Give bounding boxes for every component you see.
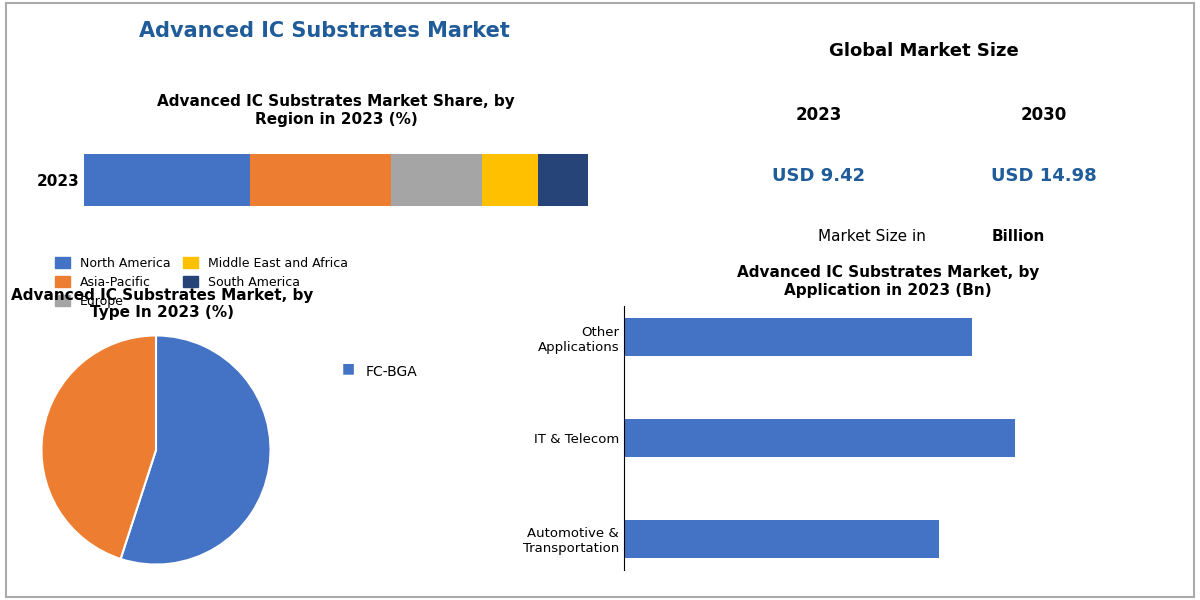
Bar — [624, 318, 972, 356]
Text: ■: ■ — [342, 361, 355, 375]
Bar — [624, 419, 1015, 457]
Title: Advanced IC Substrates Market Share, by
Region in 2023 (%): Advanced IC Substrates Market Share, by … — [157, 94, 515, 127]
Bar — [391, 154, 482, 206]
Bar — [84, 154, 251, 206]
Text: USD 14.98: USD 14.98 — [991, 167, 1097, 185]
Wedge shape — [121, 335, 270, 565]
Bar — [482, 154, 538, 206]
Text: FC-BGA: FC-BGA — [366, 365, 418, 379]
Text: Advanced IC Substrates Market, by
Type In 2023 (%): Advanced IC Substrates Market, by Type I… — [11, 288, 313, 320]
Text: 2023: 2023 — [796, 106, 841, 124]
Bar — [251, 154, 391, 206]
Text: Market Size in: Market Size in — [818, 229, 931, 244]
Text: USD 9.42: USD 9.42 — [772, 167, 865, 185]
Text: 2030: 2030 — [1021, 106, 1067, 124]
Legend: North America, Asia-Pacific, Europe, Middle East and Africa, South America: North America, Asia-Pacific, Europe, Mid… — [50, 251, 353, 313]
Text: Advanced IC Substrates Market: Advanced IC Substrates Market — [138, 21, 510, 41]
Title: Advanced IC Substrates Market, by
Application in 2023 (Bn): Advanced IC Substrates Market, by Applic… — [737, 265, 1039, 298]
Bar — [538, 154, 588, 206]
Text: Global Market Size: Global Market Size — [829, 42, 1019, 60]
Text: Billion: Billion — [991, 229, 1044, 244]
Wedge shape — [42, 335, 156, 559]
Bar — [624, 520, 940, 558]
